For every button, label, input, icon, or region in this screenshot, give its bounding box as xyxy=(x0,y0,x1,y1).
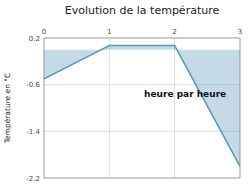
line xyxy=(44,46,240,167)
title: Evolution de la température xyxy=(65,4,220,17)
tick-label: 0 xyxy=(42,28,46,36)
y-axis-label: Température en °C xyxy=(3,73,12,145)
tick-label: 1 xyxy=(107,28,111,36)
tick-label: 0.2 xyxy=(29,35,40,43)
plot-frame xyxy=(44,38,240,178)
tick-label: -2.2 xyxy=(26,175,40,183)
tick-label: -0.6 xyxy=(26,81,40,89)
chart: Evolution de la température 0.2 -0.6 -1.4 -2… xyxy=(0,0,250,188)
plot-area xyxy=(44,46,240,167)
grid-line xyxy=(109,38,110,178)
tick-label: -1.4 xyxy=(26,128,40,136)
tick-label: 3 xyxy=(238,28,242,36)
tick-label: 2 xyxy=(172,28,176,36)
grid-line xyxy=(174,38,175,178)
area xyxy=(44,46,240,167)
annotation: heure par heure xyxy=(144,89,226,99)
grid-line xyxy=(44,131,240,132)
chart-container: Evolution de la température 0.2 -0.6 -1.4 -2… xyxy=(0,0,250,188)
